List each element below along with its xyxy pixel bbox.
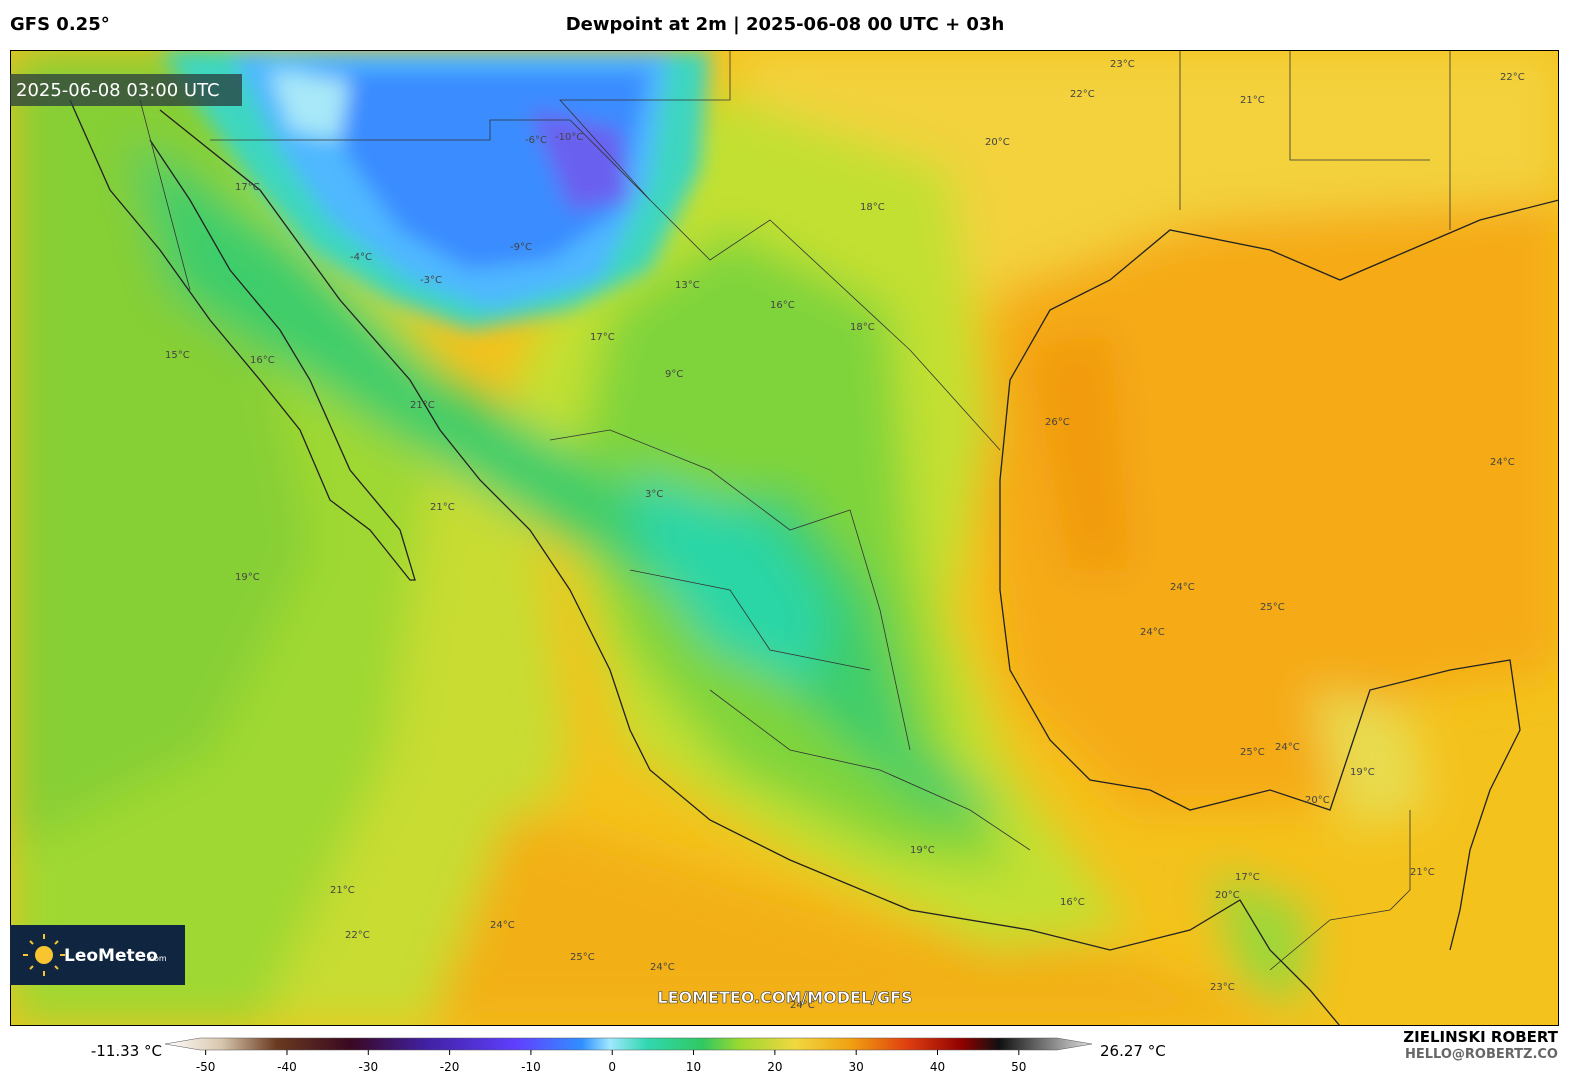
colorbar-tick-label: -40: [277, 1060, 297, 1074]
colorbar-bar: [164, 1037, 1093, 1051]
contour-label: 16°C: [770, 300, 795, 311]
contour-label: 20°C: [1305, 795, 1330, 806]
contour-label: 21°C: [430, 502, 455, 513]
colorbar-tick-label: 30: [849, 1060, 864, 1074]
colorbar-tick-label: 10: [686, 1060, 701, 1074]
contour-label: 15°C: [165, 350, 190, 361]
contour-label: 3°C: [645, 489, 663, 500]
contour-label: 20°C: [1215, 890, 1240, 901]
logo-sun: [35, 946, 53, 964]
contour-label: 17°C: [1235, 872, 1260, 883]
model-name: GFS 0.25°: [10, 14, 110, 35]
dewpoint-field: 23°C 22°C 21°C 22°C 20°C 18°C 16°C 18°C 13°C 17°C…: [10, 50, 1559, 1026]
logo-rays: [23, 934, 65, 976]
colorbar-tick-label: 50: [1011, 1060, 1026, 1074]
contour-label: 9°C: [665, 369, 683, 380]
colorbar-tick-label: -30: [358, 1060, 378, 1074]
contour-label: 25°C: [1240, 747, 1265, 758]
colorbar: -11.33 °C 26.27 °C -50 -40 -30 -20 -10 0 10 20 3…: [91, 1037, 1166, 1074]
colorbar-min: -11.33 °C: [91, 1042, 162, 1060]
colorbar-tick-label: -50: [196, 1060, 216, 1074]
contour-label: 16°C: [250, 355, 275, 366]
contour-label: 24°C: [1170, 582, 1195, 593]
contour-label: -4°C: [350, 252, 372, 263]
author: ZIELINSKI ROBERT: [1403, 1028, 1558, 1046]
colorbar-tick-label: 0: [608, 1060, 616, 1074]
contour-label: 21°C: [410, 400, 435, 411]
contour-label: 21°C: [1410, 867, 1435, 878]
contour-label: 24°C: [490, 920, 515, 931]
contour-label: 21°C: [1240, 95, 1265, 106]
contour-label: 19°C: [1350, 767, 1375, 778]
map-title: Dewpoint at 2m | 2025-06-08 00 UTC + 03h: [565, 14, 1005, 35]
colorbar-tick-label: -20: [440, 1060, 460, 1074]
coastlines: [69, 99, 1559, 1026]
contour-label: 25°C: [570, 952, 595, 963]
colorbar-max: 26.27 °C: [1100, 1042, 1166, 1060]
contour-label: 19°C: [910, 845, 935, 856]
map: 23°C 22°C 21°C 22°C 20°C 18°C 16°C 18°C 13°C 17°C…: [10, 50, 1559, 1026]
contour-label: 24°C: [790, 1000, 815, 1011]
contour-label: 16°C: [1060, 897, 1085, 908]
contour-label: -9°C: [510, 242, 532, 253]
contour-label: -10°C: [555, 132, 583, 143]
contour-label: 24°C: [1275, 742, 1300, 753]
contour-label: 22°C: [1500, 72, 1525, 83]
contour-label: 23°C: [1210, 982, 1235, 993]
borders: [139, 50, 1451, 971]
contour-label: 22°C: [345, 930, 370, 941]
contour-label: 20°C: [985, 137, 1010, 148]
contour-label: 21°C: [330, 885, 355, 896]
contour-label: 18°C: [850, 322, 875, 333]
contour-label: 25°C: [1260, 602, 1285, 613]
watermark: LEOMETEO.COM/MODEL/GFS: [657, 988, 912, 1007]
contour-label: 24°C: [650, 962, 675, 973]
email: HELLO@ROBERTZ.CO: [1404, 1047, 1558, 1062]
contour-label: 24°C: [1490, 457, 1515, 468]
contour-label: 17°C: [235, 182, 260, 193]
colorbar-tick-label: -10: [521, 1060, 541, 1074]
contour-label: -3°C: [420, 275, 442, 286]
contour-label: 18°C: [860, 202, 885, 213]
contour-label: 17°C: [590, 332, 615, 343]
map-frame: [10, 50, 1559, 1026]
valid-time: 2025-06-08 03:00 UTC: [16, 80, 220, 101]
contour-label: 13°C: [675, 280, 700, 291]
contour-label: 26°C: [1045, 417, 1070, 428]
logo-suffix: .com: [147, 954, 167, 963]
contour-label: -6°C: [525, 135, 547, 146]
contour-label: 19°C: [235, 572, 260, 583]
logo-text: LeoMeteo: [64, 946, 158, 966]
contour-label: 23°C: [1110, 59, 1135, 70]
colorbar-tick-label: 40: [930, 1060, 945, 1074]
colorbar-tick-label: 20: [767, 1060, 782, 1074]
time-box: [10, 74, 242, 106]
contour-label: 22°C: [1070, 89, 1095, 100]
contour-label: 24°C: [1140, 627, 1165, 638]
